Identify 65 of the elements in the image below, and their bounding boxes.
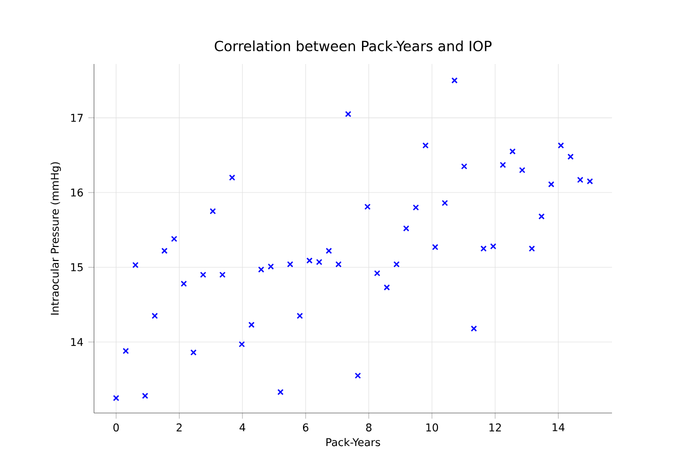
point — [412, 204, 419, 211]
point — [258, 266, 264, 273]
point — [296, 312, 303, 319]
point — [461, 163, 468, 170]
point — [132, 262, 139, 268]
point — [567, 154, 574, 160]
point — [470, 325, 477, 332]
point — [586, 178, 594, 184]
x-tick-label: 0 — [113, 423, 119, 432]
point — [277, 388, 284, 396]
y-tick-label: 16 — [71, 188, 83, 197]
point — [306, 257, 313, 264]
point — [354, 372, 361, 379]
y-tick-label: 14 — [71, 338, 83, 346]
point — [500, 162, 506, 168]
point — [519, 167, 526, 174]
point — [210, 208, 216, 214]
point — [490, 243, 496, 250]
point — [577, 176, 584, 183]
point — [548, 181, 554, 188]
point — [238, 341, 245, 348]
x-tick-label: 12 — [490, 423, 501, 432]
y-axis-title: Intraocular Pressure (mmHg) — [50, 162, 61, 315]
chart-title: Correlation between Pack-Years and IOP — [214, 40, 492, 52]
point — [451, 77, 458, 84]
point — [422, 142, 429, 149]
x-tick-label: 6 — [302, 423, 308, 432]
point — [384, 284, 390, 291]
x-tick-label: 14 — [552, 423, 564, 432]
point — [229, 174, 236, 181]
point — [538, 213, 545, 220]
point — [345, 110, 352, 118]
x-tick-label: 2 — [176, 423, 182, 432]
point — [374, 270, 380, 276]
x-tick-label: 8 — [366, 423, 372, 432]
y-tick-label: 17 — [71, 114, 83, 122]
point — [287, 261, 294, 268]
x-tick-label: 4 — [240, 423, 246, 432]
y-tick-label: 15 — [71, 263, 83, 272]
point — [171, 236, 178, 242]
point — [152, 312, 158, 319]
point — [528, 245, 535, 252]
point — [558, 142, 564, 149]
point — [122, 348, 129, 354]
point — [248, 322, 255, 328]
point — [180, 280, 187, 287]
point — [432, 244, 438, 250]
point — [335, 261, 342, 268]
point — [364, 204, 371, 210]
point — [393, 261, 400, 268]
point — [442, 200, 448, 206]
point — [268, 263, 274, 270]
point — [142, 392, 148, 399]
point — [403, 225, 410, 232]
point — [190, 349, 197, 356]
point — [316, 258, 322, 266]
point — [200, 272, 206, 278]
point — [480, 245, 487, 252]
x-tick-label: 10 — [426, 423, 438, 432]
point — [161, 248, 168, 254]
x-axis-title: Pack-Years — [326, 438, 380, 446]
point — [509, 148, 516, 155]
point — [326, 248, 332, 254]
point — [112, 394, 120, 402]
point — [219, 272, 226, 278]
